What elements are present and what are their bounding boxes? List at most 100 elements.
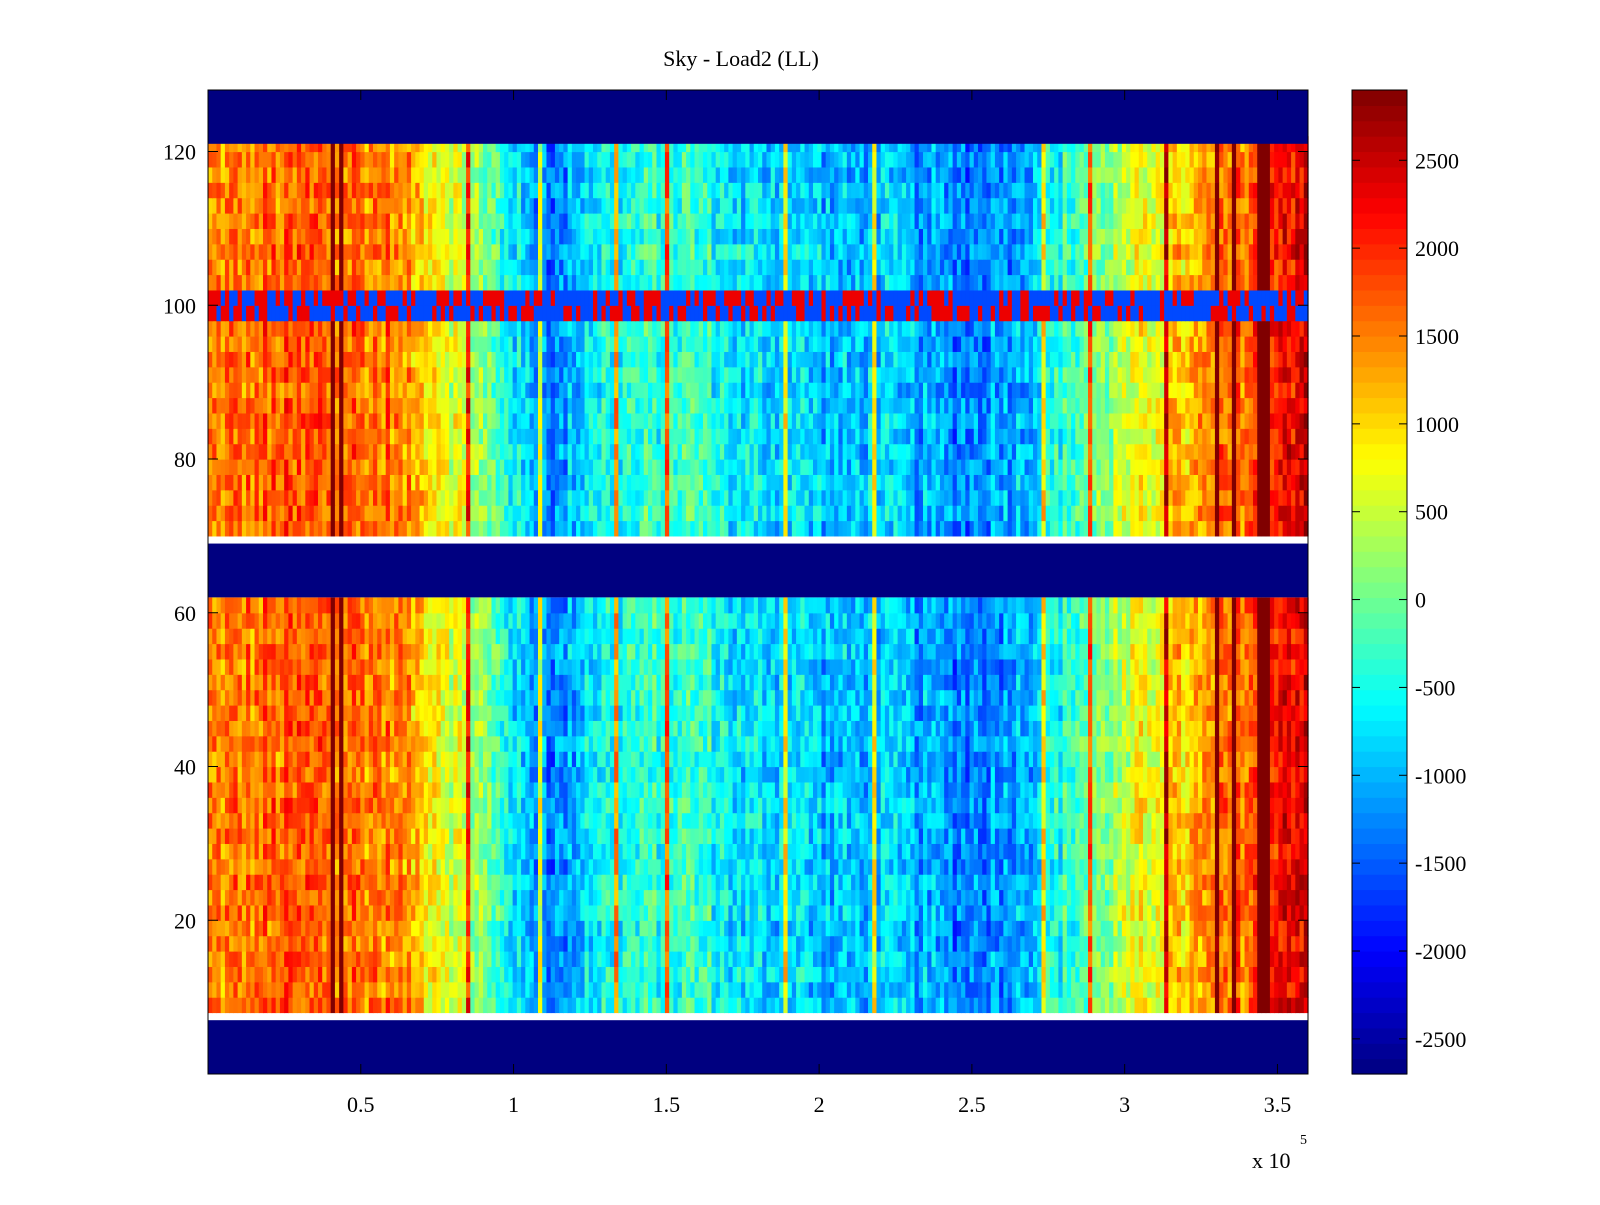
heatmap-cell [1130, 735, 1136, 752]
heatmap-cell [483, 766, 488, 783]
heatmap-cell [910, 935, 916, 952]
heatmap-cell [1028, 951, 1034, 967]
heatmap-cell [373, 966, 378, 983]
heatmap-cell [453, 889, 459, 906]
heatmap-cell [254, 966, 260, 983]
heatmap-cell [884, 889, 890, 906]
heatmap-cell [432, 920, 438, 937]
heatmap-cell [1062, 966, 1068, 983]
heatmap-cell [309, 843, 315, 860]
heatmap-cell [893, 828, 899, 844]
heatmap-cell [1295, 935, 1301, 952]
heatmap-cell [605, 981, 611, 998]
heatmap-cell [220, 966, 226, 983]
heatmap-cell [1193, 751, 1199, 768]
heatmap-cell [893, 766, 899, 783]
heatmap-cell [999, 997, 1004, 1014]
heatmap-cell [1071, 920, 1076, 937]
heatmap-cell [533, 828, 539, 844]
heatmap-cell [838, 843, 844, 860]
heatmap-cell [694, 828, 700, 844]
heatmap-cell [944, 720, 949, 737]
heatmap-cell [233, 720, 239, 737]
heatmap-cell [948, 843, 954, 860]
heatmap-cell [411, 828, 416, 844]
heatmap-cell [851, 797, 856, 814]
heatmap-cell [1071, 889, 1076, 906]
heatmap-cell [1244, 858, 1250, 875]
heatmap-cell [986, 874, 992, 891]
heatmap-cell [846, 889, 852, 906]
heatmap-cell [1096, 904, 1102, 921]
heatmap-cell [923, 751, 928, 768]
heatmap-cell [487, 843, 493, 860]
heatmap-cell [1291, 797, 1296, 814]
heatmap-cell [690, 966, 696, 983]
heatmap-cell [643, 874, 649, 891]
heatmap-cell [1011, 843, 1017, 860]
heatmap-cell [994, 889, 1000, 906]
heatmap-cell [347, 797, 353, 814]
heatmap-cell [686, 843, 691, 860]
heatmap-cell [999, 828, 1004, 844]
heatmap-cell [876, 720, 882, 737]
heatmap-cell [440, 874, 446, 891]
heatmap-cell [652, 735, 658, 752]
heatmap-cell [817, 874, 823, 891]
heatmap-cell [1024, 889, 1030, 906]
heatmap-cell [631, 935, 636, 952]
heatmap-cell [229, 751, 234, 768]
heatmap-cell [669, 751, 674, 768]
heatmap-cell [821, 766, 827, 783]
heatmap-cell [373, 920, 378, 937]
heatmap-cell [436, 858, 442, 875]
heatmap-cell [1257, 797, 1263, 814]
heatmap-cell [1214, 935, 1220, 952]
heatmap-cell [1193, 812, 1199, 829]
heatmap-cell [732, 858, 738, 875]
heatmap-cell [783, 874, 789, 891]
heatmap-cell [982, 904, 988, 921]
heatmap-cell [394, 889, 399, 906]
heatmap-cell [1079, 781, 1085, 798]
heatmap-cell [1104, 889, 1110, 906]
heatmap-cell [707, 935, 713, 952]
heatmap-cell [1037, 966, 1043, 983]
heatmap-cell [576, 843, 581, 860]
heatmap-cell [343, 812, 349, 829]
heatmap-cell [677, 951, 683, 967]
heatmap-cell [1024, 920, 1030, 937]
heatmap-cell [999, 812, 1004, 829]
heatmap-cell [402, 935, 408, 952]
heatmap-cell [457, 720, 463, 737]
heatmap-cell [1121, 981, 1127, 998]
heatmap-cell [1278, 766, 1284, 783]
heatmap-cell [305, 935, 311, 952]
heatmap-cell [635, 920, 641, 937]
heatmap-cell [1299, 997, 1305, 1014]
heatmap-cell [673, 951, 679, 967]
heatmap-cell [436, 981, 442, 998]
heatmap-cell [715, 720, 721, 737]
heatmap-cell [681, 874, 687, 891]
heatmap-cell [1248, 904, 1254, 921]
heatmap-cell [973, 858, 979, 875]
heatmap-cell [931, 889, 937, 906]
heatmap-cell [478, 920, 484, 937]
heatmap-cell [884, 812, 890, 829]
heatmap-cell [749, 904, 755, 921]
heatmap-cell [250, 935, 256, 952]
heatmap-cell [1003, 966, 1009, 983]
heatmap-cell [360, 858, 366, 875]
heatmap-cell [1083, 720, 1089, 737]
heatmap-cell [1104, 781, 1110, 798]
heatmap-cell [1227, 797, 1233, 814]
heatmap-cell [246, 997, 251, 1014]
heatmap-cell [876, 904, 882, 921]
heatmap-cell [1049, 997, 1055, 1014]
heatmap-cell [817, 766, 823, 783]
heatmap-cell [326, 935, 332, 952]
heatmap-cell [258, 751, 264, 768]
heatmap-cell [973, 904, 979, 921]
heatmap-cell [813, 843, 818, 860]
